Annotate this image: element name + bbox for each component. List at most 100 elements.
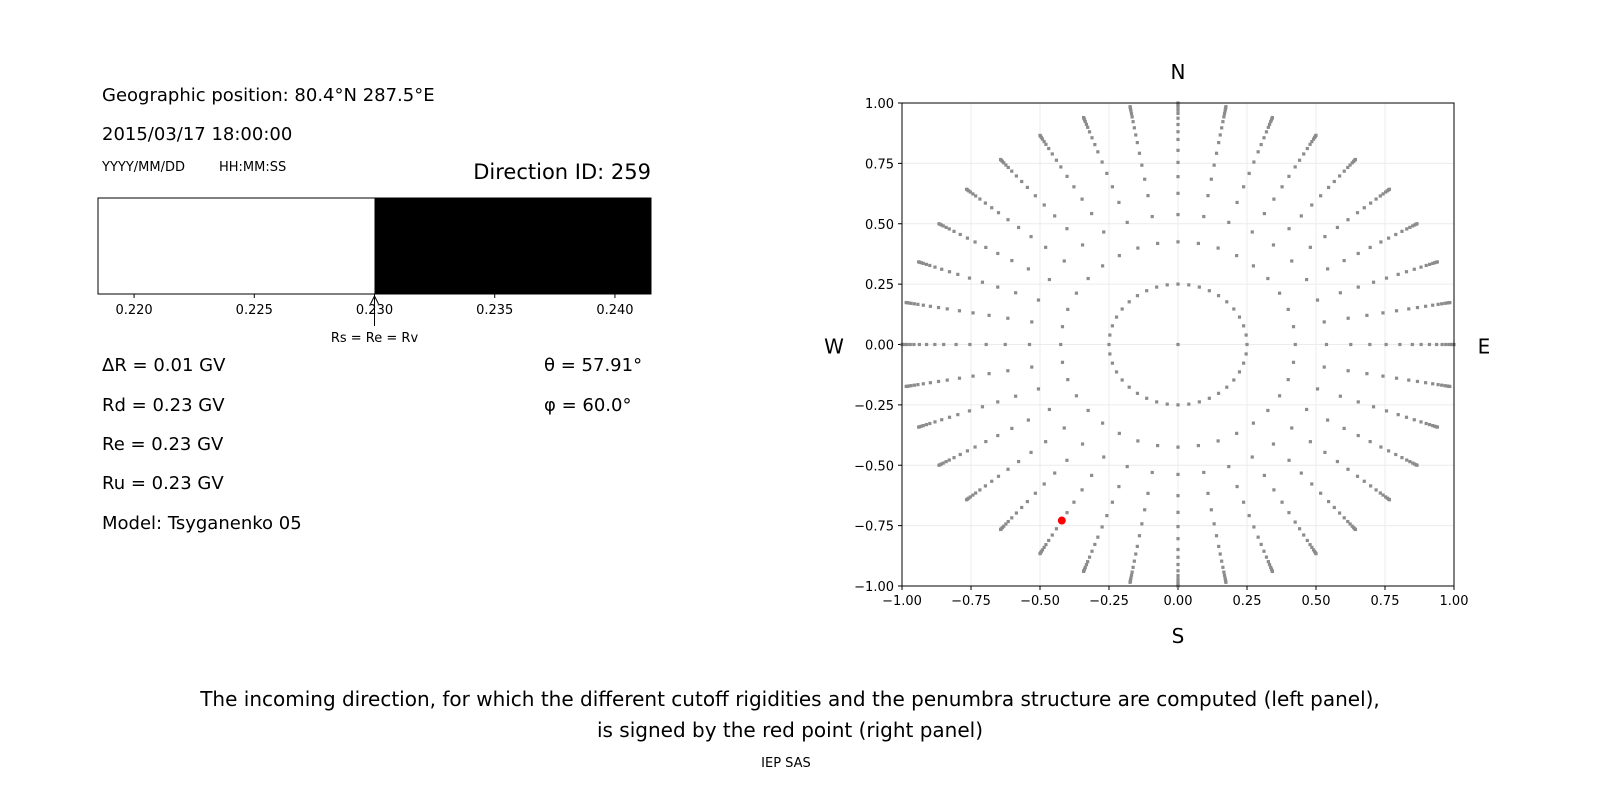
direction-point [1155,285,1159,289]
direction-point [1108,352,1112,356]
direction-point [1310,203,1314,207]
direction-point [1353,527,1358,532]
direction-point [1080,442,1085,446]
direction-point [1369,484,1373,488]
direction-point [1297,527,1302,531]
direction-point [1216,391,1221,395]
direction-point [1387,187,1392,191]
direction-point [1368,245,1372,250]
direction-point [1272,197,1276,201]
direction-point [904,384,908,389]
direction-point [1130,115,1134,119]
direction-point [1225,385,1229,389]
direction-point [1427,342,1432,347]
direction-point [1280,500,1284,504]
direction-point [1135,391,1140,395]
model: Model: Tsyganenko 05 [102,513,302,534]
direction-point [987,372,991,376]
direction-point [917,342,921,347]
direction-point [996,285,1000,289]
direction-point [1029,235,1033,239]
direction-point [1419,420,1423,424]
direction-point [1419,265,1423,269]
direction-point [1044,440,1048,444]
bar-x-tick-label: 0.220 [115,303,152,318]
direction-point [1379,240,1383,244]
direction-point [1386,449,1391,453]
direction-point [1206,491,1210,495]
direction-point [1084,122,1089,126]
direction-point [916,302,920,306]
direction-point [1129,109,1133,113]
direction-point [921,261,925,265]
direction-point [1066,307,1070,311]
direction-point [945,307,949,311]
direction-point [1090,549,1094,553]
direction-point [1225,300,1229,304]
direction-point [996,474,1001,478]
x-tick-label: 0.25 [1233,594,1262,609]
direction-point [1266,276,1270,281]
direction-point [1082,569,1086,574]
direction-point [1084,563,1089,567]
direction-point [1407,378,1411,382]
direction-point [1128,580,1132,584]
date-format: YYYY/MM/DD [102,160,185,175]
y-tick-label: 0.25 [865,278,894,293]
x-tick-label: 0.00 [1164,594,1193,609]
direction-point [1445,301,1449,305]
direction-point [1346,467,1350,471]
direction-point [1353,157,1358,162]
ru-value: Ru = 0.23 GV [102,473,224,494]
direction-point [1134,552,1138,556]
direction-point [1010,169,1014,173]
direction-point [978,197,982,201]
direction-point [1247,171,1251,175]
direction-point [1137,151,1142,155]
direction-point [1082,115,1086,120]
direction-point [912,383,916,387]
direction-point [1415,222,1419,226]
direction-point [1050,533,1054,537]
direction-point [1293,165,1297,169]
direction-point [1010,258,1014,263]
direction-point [1287,511,1291,515]
direction-point [1346,218,1350,222]
direction-point [1396,413,1400,417]
direction-point [1270,569,1274,574]
direction-point [1176,105,1180,109]
direction-point [947,227,951,231]
direction-point [1362,479,1366,483]
direction-point [1266,408,1270,413]
direction-point [1308,543,1312,547]
direction-point [1065,174,1069,178]
direction-point [1242,361,1246,365]
direction-point [947,415,952,419]
direction-point [1356,251,1360,256]
direction-point [1222,115,1226,119]
direction-point [1386,236,1391,240]
direction-point [1100,525,1104,529]
direction-point [909,301,913,305]
direction-point [1072,185,1076,189]
direction-point [1259,542,1263,547]
direction-point [1202,214,1206,219]
direction-point [1326,418,1330,422]
direction-point [1132,559,1136,563]
direction-point [1029,450,1033,454]
direction-point [1302,533,1306,537]
direction-point [968,495,972,499]
direction-point [942,342,946,347]
direction-point [1047,146,1051,151]
y-tick-label: 0.50 [865,218,894,233]
direction-point [1235,431,1239,435]
direction-point [1010,426,1014,431]
direction-point [1449,342,1453,347]
direction-point [1047,538,1051,543]
direction-point [1299,471,1303,475]
direction-point [1235,200,1239,205]
direction-point [1093,142,1097,147]
direction-point [1093,542,1097,547]
direction-point [1348,522,1352,526]
direction-point [1214,151,1219,155]
